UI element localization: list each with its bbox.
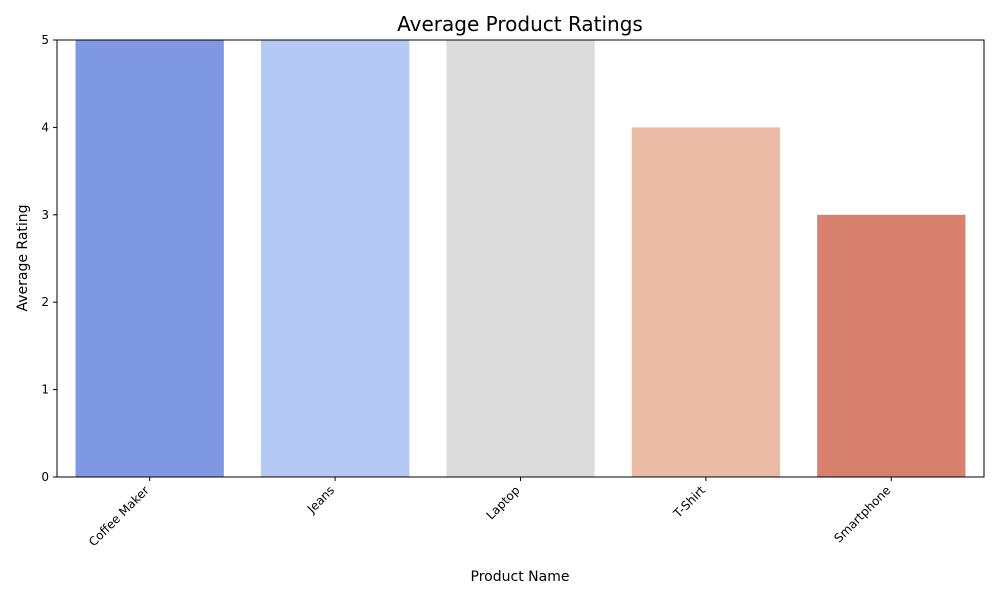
x-tick-label: Smartphone	[831, 483, 893, 545]
bar-laptop	[446, 40, 595, 477]
x-tick-label: T-Shirt	[670, 483, 708, 521]
x-axis-title: Product Name	[471, 569, 570, 585]
bar-smartphone	[817, 214, 966, 478]
y-tick-label: 2	[41, 295, 49, 309]
bar-jeans	[260, 40, 410, 477]
y-tick-label: 4	[41, 120, 49, 134]
bar-t-shirt	[631, 127, 781, 478]
x-tick-label: Coffee Maker	[86, 483, 152, 549]
y-tick-label: 1	[41, 383, 49, 397]
x-tick-label: Jeans	[304, 483, 337, 516]
y-tick-label: 5	[41, 33, 49, 47]
y-axis-title: Average Rating	[15, 204, 31, 311]
y-tick-label: 3	[41, 208, 49, 222]
x-tick-label: Laptop	[483, 483, 522, 522]
chart-title: Average Product Ratings	[397, 12, 643, 36]
bar-coffee-maker	[75, 40, 224, 477]
plot-area: 0 1 2 3 4 5 Coffee Maker Jeans Laptop T-Shirt Smar…	[41, 33, 985, 549]
y-tick-label: 0	[41, 470, 49, 484]
